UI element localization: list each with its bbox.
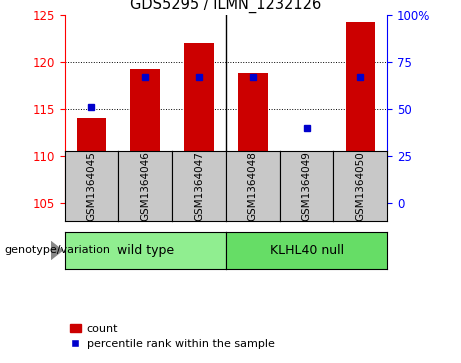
Text: GSM1364050: GSM1364050	[355, 151, 366, 221]
Bar	[292, 161, 321, 203]
Text: KLHL40 null: KLHL40 null	[270, 244, 343, 257]
Bar	[346, 22, 375, 203]
Text: GSM1364045: GSM1364045	[86, 151, 96, 221]
Polygon shape	[51, 241, 62, 260]
Bar	[184, 43, 214, 203]
Text: wild type: wild type	[117, 244, 174, 257]
Title: GDS5295 / ILMN_1232126: GDS5295 / ILMN_1232126	[130, 0, 321, 13]
Bar	[238, 73, 267, 203]
Legend: count, percentile rank within the sample: count, percentile rank within the sample	[65, 319, 279, 354]
Bar	[77, 118, 106, 203]
Text: GSM1364047: GSM1364047	[194, 151, 204, 221]
Bar	[130, 69, 160, 203]
Text: GSM1364048: GSM1364048	[248, 151, 258, 221]
Text: GSM1364046: GSM1364046	[140, 151, 150, 221]
Text: genotype/variation: genotype/variation	[5, 245, 111, 256]
Text: GSM1364049: GSM1364049	[301, 151, 312, 221]
